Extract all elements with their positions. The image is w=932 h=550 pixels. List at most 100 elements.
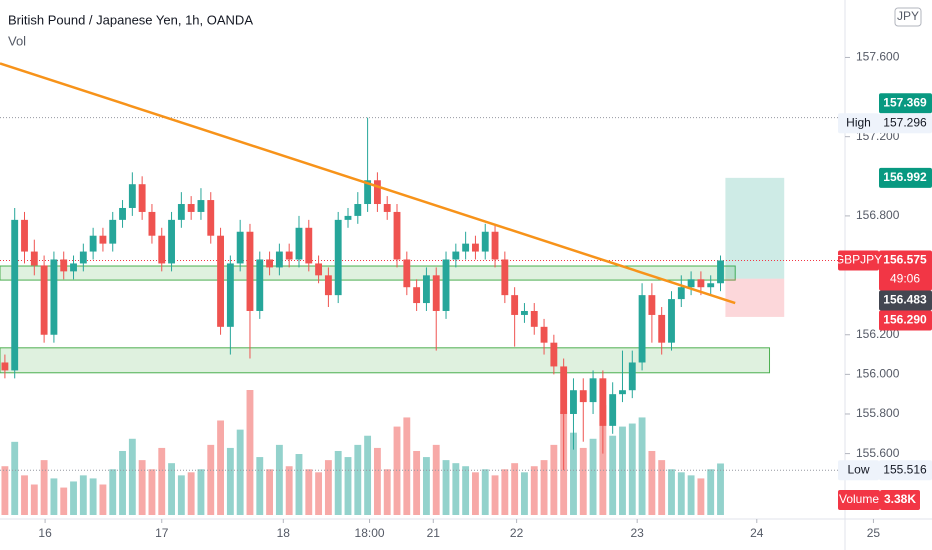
volume-bar [30,484,38,515]
price-badge [879,93,932,114]
volume-bar [79,475,87,515]
candle-body [697,279,705,288]
volume-bar [168,463,175,515]
volume-bar [677,472,685,515]
volume-bar [462,466,470,515]
position-target [725,177,785,279]
currency-box[interactable] [894,7,922,27]
support-zone [0,347,771,374]
volume-bar [1,466,9,515]
candle-body [383,204,391,212]
volume-name-badge [838,490,880,510]
volume-bar [344,457,352,515]
price-name-badge [838,460,879,481]
candle-body [677,287,685,300]
volume-bar [354,444,362,515]
y-tick-label: 157.600 [856,50,900,64]
candle-body [530,310,538,327]
candle-body [638,295,646,363]
volume-bar [373,447,381,515]
volume-bar [50,478,58,515]
candle-body [481,231,489,252]
x-tick-label: 25 [867,526,881,540]
candle-body [334,219,342,296]
y-tick-label: 156.800 [856,208,900,222]
candle-body [60,259,68,272]
candle-body [128,184,136,208]
volume-bar [521,472,528,515]
volume-bar [707,469,715,515]
candle-body [560,366,568,414]
volume-bar [226,447,234,515]
candle-body [373,180,381,205]
price-badge-label: 156.290 [883,313,927,327]
candle-body [217,235,224,327]
candle-body [197,200,205,212]
volume-bar [295,454,303,515]
candle-body [511,295,519,315]
volume-bar [197,469,205,515]
chart-title: British Pound / Japanese Yen, 1h, OANDA [8,12,253,27]
currency[interactable]: JPY [897,9,919,23]
price-name-badge [838,113,879,134]
candle-body [521,310,528,315]
candle-body [89,235,97,252]
volume-title: Vol [8,33,26,48]
volume-bar [40,460,48,515]
volume-bar [99,484,107,515]
candle-body [11,219,19,371]
candle-body [628,362,636,391]
price-badge [879,290,932,311]
volume-bar [481,469,489,515]
volume-bar [403,417,411,515]
volume-bar [60,487,68,515]
volume-badge-label: 3.38K [884,492,916,506]
volume-bar [442,460,450,515]
price-badge [879,310,932,331]
candle-body [491,231,499,260]
candle-body [619,390,626,395]
candle-body [687,279,695,288]
volume-bar [275,444,283,515]
volume-bar [570,432,577,515]
volume-bar [589,438,597,515]
candle-body [658,314,666,343]
price-badge-label: 155.516 [883,462,927,476]
candle-body [138,184,146,212]
volume-bar [619,426,626,515]
volume-bar [305,469,313,515]
candle-body [501,259,509,296]
candle-body [609,394,617,426]
candle-body [393,211,401,260]
volume-bar [177,475,185,515]
volume-bar [550,444,558,515]
candle-body [579,390,587,403]
candle-body [70,263,77,272]
price-badge [879,460,932,481]
price-badge-label: 157.296 [883,115,927,129]
volume-bar [452,463,460,515]
candle-body [21,219,28,252]
volume-bar [413,450,421,515]
candle-body [275,251,283,268]
volume-bar [393,426,401,515]
price-badge [879,167,932,188]
volume-bar [383,469,391,515]
candle-body [462,243,470,252]
price-badge [879,113,932,134]
volume-bar [217,420,224,515]
price-badge-label: 156.483 [883,293,927,307]
volume-bar [717,463,724,515]
candle-body [589,378,597,403]
candle-body [266,259,274,268]
candle-body [648,295,656,315]
price-badge-label: 156.575 [883,253,927,267]
volume-bar [422,457,430,515]
candle-body [187,204,195,212]
candle-body [472,243,479,252]
price-badge [879,250,932,291]
candle-body [570,390,577,414]
candle-body [452,251,460,260]
support-zone [0,265,736,281]
